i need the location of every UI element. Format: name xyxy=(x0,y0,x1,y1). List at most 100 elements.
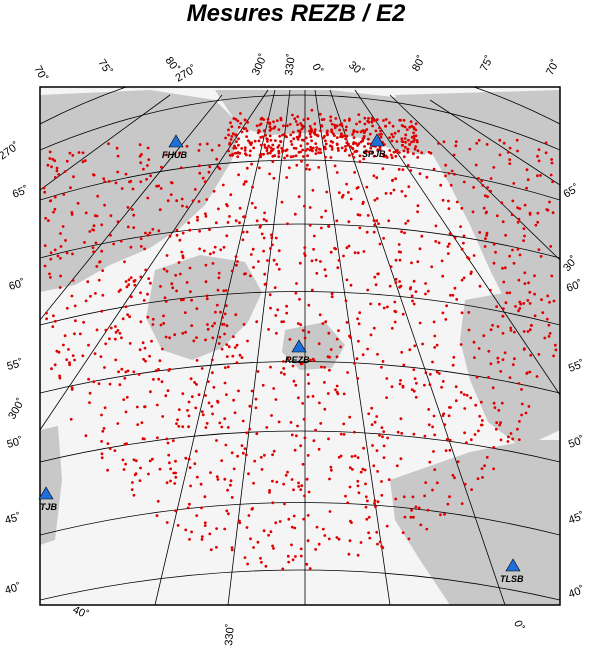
measure-point xyxy=(195,307,199,310)
station-rezb[interactable]: REZB xyxy=(285,339,310,365)
measure-point xyxy=(400,190,404,193)
label-right-5: 45˚ xyxy=(567,510,586,527)
measure-point xyxy=(178,151,182,155)
measure-point xyxy=(306,163,309,167)
measure-point xyxy=(73,304,77,308)
measure-point xyxy=(220,425,224,429)
measure-point xyxy=(223,417,227,421)
measure-point xyxy=(382,456,386,459)
measure-point xyxy=(549,245,553,248)
measure-point xyxy=(442,140,446,144)
measure-point xyxy=(222,289,226,293)
measure-point xyxy=(135,405,139,409)
measure-point xyxy=(144,268,148,272)
measure-point xyxy=(219,248,223,252)
grid-labels-top: 70˚ 75˚ 80˚ 270˚ 300˚ 330˚ 0˚ 30˚ 80˚ 75… xyxy=(31,52,562,84)
measure-point xyxy=(261,383,265,387)
measure-point xyxy=(516,206,519,210)
measure-point xyxy=(245,431,249,435)
measure-point xyxy=(225,509,229,513)
measure-point xyxy=(475,375,479,379)
measure-point xyxy=(65,159,69,163)
measure-point xyxy=(308,223,312,227)
measure-point xyxy=(100,309,104,313)
measure-point xyxy=(528,370,532,374)
measure-point xyxy=(314,548,317,551)
measure-point xyxy=(448,448,452,452)
measure-point xyxy=(489,177,493,180)
measure-point xyxy=(156,499,160,503)
measure-point xyxy=(478,414,482,418)
measure-point xyxy=(382,236,385,240)
measure-point xyxy=(382,430,386,433)
measure-point xyxy=(527,405,531,408)
measure-point xyxy=(502,307,505,310)
measure-point xyxy=(381,167,385,171)
measure-point xyxy=(188,266,192,270)
measure-point xyxy=(478,284,482,288)
measure-point xyxy=(124,462,127,466)
measure-point xyxy=(285,148,289,152)
land-east-lobe xyxy=(460,288,560,448)
measure-point xyxy=(302,517,306,521)
measure-point xyxy=(430,265,434,269)
station-spjb[interactable]: SPJB xyxy=(362,133,386,159)
measure-point xyxy=(147,277,151,280)
measure-point xyxy=(356,456,360,459)
measure-point xyxy=(335,219,339,223)
measure-point xyxy=(545,317,549,321)
measure-point xyxy=(175,228,179,232)
measure-point xyxy=(63,170,67,173)
station-tlsb[interactable]: TLSB xyxy=(500,558,524,584)
measure-point xyxy=(310,259,314,263)
measure-point xyxy=(479,423,483,427)
measure-point xyxy=(361,353,365,357)
measure-point xyxy=(209,548,213,552)
measure-point xyxy=(470,488,473,491)
measure-point xyxy=(367,531,370,535)
measure-point xyxy=(230,451,234,455)
measure-point xyxy=(250,389,254,393)
measure-point xyxy=(365,128,369,131)
measure-point xyxy=(293,117,297,121)
measure-point xyxy=(269,146,273,150)
measure-point xyxy=(323,145,327,149)
station-fhub[interactable]: FHUB xyxy=(162,134,187,160)
measure-point xyxy=(355,130,359,134)
measure-point xyxy=(441,198,445,202)
measure-point xyxy=(229,193,233,197)
measure-point xyxy=(380,493,384,497)
measure-point xyxy=(168,234,172,238)
measure-point xyxy=(114,181,118,185)
measure-point xyxy=(403,125,407,129)
measure-point xyxy=(240,356,244,359)
measure-point xyxy=(431,425,434,429)
measure-point xyxy=(262,236,266,240)
measure-point xyxy=(223,332,227,336)
measure-point xyxy=(491,323,494,327)
measure-point xyxy=(345,182,348,186)
measure-point xyxy=(146,233,150,237)
measure-point xyxy=(259,155,263,159)
measure-point xyxy=(225,355,229,358)
measure-point xyxy=(198,229,202,233)
measure-point xyxy=(287,517,291,521)
measure-point xyxy=(140,421,144,424)
measure-point xyxy=(292,514,296,518)
label-left-2: 60˚ xyxy=(8,277,26,293)
measure-point xyxy=(65,251,69,255)
measure-point xyxy=(511,437,515,441)
measure-point xyxy=(109,233,112,237)
measure-point xyxy=(517,438,521,441)
measure-point xyxy=(279,140,283,144)
measure-point xyxy=(365,185,369,189)
measure-point xyxy=(323,365,326,369)
measure-point xyxy=(306,539,310,543)
measure-point xyxy=(194,406,198,410)
parallel-60 xyxy=(40,291,560,326)
station-tjb[interactable]: TJB xyxy=(38,486,58,512)
measure-point xyxy=(190,395,194,398)
measure-point xyxy=(493,406,497,409)
measure-point xyxy=(319,151,323,155)
measure-point xyxy=(241,419,245,423)
